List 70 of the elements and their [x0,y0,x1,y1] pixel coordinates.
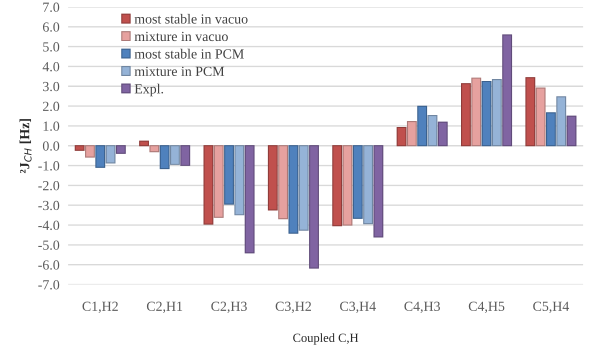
x-tick-label: C3,H2 [276,302,311,313]
bar [74,145,85,151]
y-tick-label: -1.0 [38,161,60,171]
x-tick-label: C2,H3 [211,302,247,313]
y-tick-label: -7.0 [38,280,60,290]
x-tick-label: C4,H3 [404,302,440,313]
bar [180,145,190,166]
bar [342,145,352,226]
bar [492,78,502,146]
y-tick-label: 4.0 [42,62,60,72]
bar [85,145,95,158]
y-tick-label: 7.0 [43,2,60,12]
bar [471,78,482,146]
bar [546,112,556,146]
y-tick-label: 6.0 [42,22,60,32]
bar [268,145,278,211]
bar [373,145,384,238]
y-tick-label: 2.0 [42,102,60,112]
legend-label: mixture in vacuo [134,32,228,42]
bar [95,145,106,168]
bar [278,145,288,220]
bar [309,145,319,269]
y-tick-label: 1.0 [44,121,60,131]
legend-label: Expl. [134,84,164,96]
y-tick-label: 0.0 [42,141,60,151]
bar [461,83,471,146]
bar [417,106,428,146]
y-tick-label: -5.0 [38,240,60,250]
bar [525,77,536,146]
x-tick-label: C1,H2 [82,302,118,313]
bar [396,126,406,146]
bar [203,145,214,225]
y-tick-label: -6.0 [38,260,60,270]
bar [536,87,546,146]
bar [170,145,180,165]
y-axis-title: ²J$_{CH}$ [Hz] [20,119,32,174]
y-tick-label: -4.0 [38,220,60,230]
x-tick-label: C4,H5 [468,302,504,313]
bar [363,145,374,224]
bar [428,115,438,146]
bar [482,80,492,146]
x-tick-label: C2,H1 [146,302,182,313]
y-tick-label: -2.0 [38,180,60,190]
bar [244,145,255,254]
bar [332,145,342,226]
bar [224,145,234,205]
bar [556,96,566,146]
bar [352,145,363,219]
bar [214,145,224,218]
bar [288,145,298,234]
bar [234,145,244,216]
x-axis-title: Coupled C,H [293,333,358,345]
bar [566,116,576,146]
bar [106,145,116,164]
y-tick-label: 5.0 [43,42,60,52]
legend-label: most stable in vacuo [134,14,248,24]
bar [139,140,149,146]
bar [116,145,126,154]
bar [149,145,160,152]
bar [406,120,417,146]
bar [438,122,448,146]
x-tick-label: C3,H4 [340,302,376,313]
y-tick-label: 3.0 [43,82,60,92]
x-tick-label: C5,H4 [533,302,570,313]
y-tick-label: -3.0 [38,200,60,210]
bar [502,34,512,146]
bar [298,145,309,231]
legend-label: most stable in PCM [134,48,244,59]
legend-label: mixture in PCM [134,66,224,76]
bar [160,145,170,170]
